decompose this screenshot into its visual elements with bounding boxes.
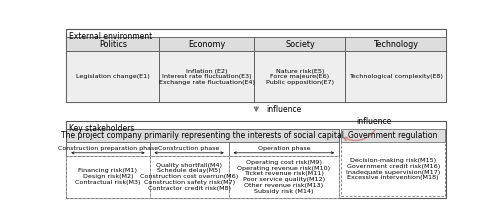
Bar <box>150 156 228 198</box>
Text: Government regulation: Government regulation <box>348 131 438 140</box>
Bar <box>66 51 160 102</box>
Text: Politics: Politics <box>99 40 127 49</box>
Bar <box>66 129 339 142</box>
Bar <box>346 51 446 102</box>
Bar <box>66 37 160 51</box>
Bar <box>160 51 254 102</box>
Bar <box>150 142 228 156</box>
Text: Economy: Economy <box>188 40 226 49</box>
Text: Technology: Technology <box>374 40 418 49</box>
Bar <box>160 37 254 51</box>
Text: Operating cost risk(M9)
Operating revenue risk(M10)
Ticket revenue risk(M11)
Poo: Operating cost risk(M9) Operating revenu… <box>238 160 330 194</box>
Text: Operation phase: Operation phase <box>258 146 310 151</box>
Bar <box>66 129 339 198</box>
Bar <box>66 142 339 156</box>
Bar <box>228 142 339 156</box>
Text: Key stakeholders: Key stakeholders <box>70 124 135 133</box>
Text: Financing risk(M1)
Design risk(M2)
Contractual risk(M3): Financing risk(M1) Design risk(M2) Contr… <box>75 168 140 185</box>
Bar <box>66 142 150 156</box>
Text: influence: influence <box>356 117 392 126</box>
Text: Construction preparation phase: Construction preparation phase <box>58 146 158 151</box>
Text: Technological complexity(E8): Technological complexity(E8) <box>349 74 442 79</box>
Text: Inflation (E2)
Interest rate fluctuation(E3)
Exchange rate fluctuation(E4): Inflation (E2) Interest rate fluctuation… <box>159 69 255 85</box>
Bar <box>66 156 150 198</box>
Bar <box>66 29 446 102</box>
Text: Legislation change(E1): Legislation change(E1) <box>76 74 150 79</box>
Text: Nature risk(E5)
Force majeure(E6)
Public opposition(E7): Nature risk(E5) Force majeure(E6) Public… <box>266 69 334 85</box>
Text: Construction phase: Construction phase <box>158 146 220 151</box>
Bar <box>346 37 446 51</box>
Bar <box>341 129 446 196</box>
Bar <box>254 51 346 102</box>
Text: The project company primarily representing the interests of social capital: The project company primarily representi… <box>61 131 344 140</box>
Text: Quality shortfall(M4)
Schedule delay(M5)
Construction cost overrun(M6)
Construct: Quality shortfall(M4) Schedule delay(M5)… <box>140 163 238 191</box>
Bar <box>66 121 446 198</box>
Text: Society: Society <box>285 40 315 49</box>
Text: influence: influence <box>266 105 301 114</box>
Text: External environment: External environment <box>70 32 152 41</box>
Text: Decision-making risk(M15)
Government credit risk(M16)
Inadequate supervision(M17: Decision-making risk(M15) Government cre… <box>346 158 440 181</box>
Bar <box>341 129 446 142</box>
Bar <box>254 37 346 51</box>
Bar <box>228 156 339 198</box>
